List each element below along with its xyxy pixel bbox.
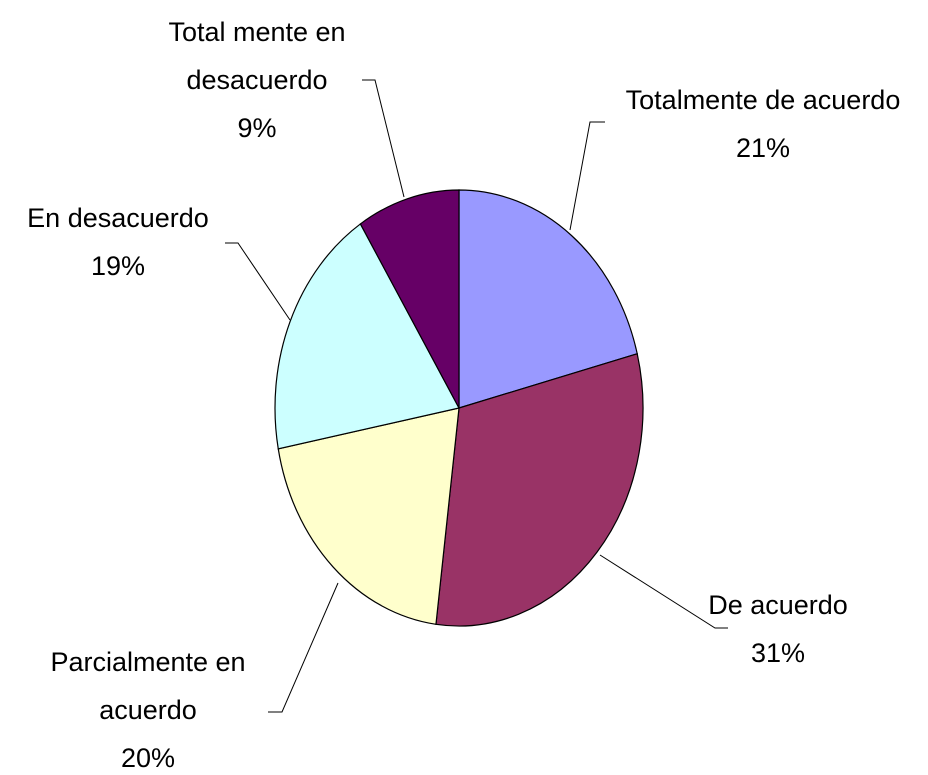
leader-line (225, 242, 291, 321)
category-label: De acuerdo (708, 590, 848, 620)
pie-slice (359, 189, 460, 409)
slice-label: En desacuerdo 19% (3, 194, 233, 290)
slice-label: Parcialmente en acuerdo 20% (18, 638, 278, 775)
leader-line (362, 79, 405, 198)
value-label: 19% (90, 251, 146, 281)
category-label: Totalmente de acuerdo (625, 85, 901, 115)
pie-slice (435, 353, 644, 627)
pie-slice (277, 407, 460, 625)
leader-line (268, 582, 339, 713)
value-label: 31% (750, 638, 806, 668)
value-label: 21% (735, 133, 791, 163)
category-label: En desacuerdo (27, 203, 209, 233)
slice-label: De acuerdo 31% (658, 581, 898, 677)
category-label: Total mente en desacuerdo (168, 17, 346, 95)
pie-slice (274, 223, 460, 450)
pie-slice (458, 189, 638, 409)
value-label: 9% (237, 113, 277, 143)
slice-label: Total mente en desacuerdo 9% (137, 8, 377, 152)
value-label: 20% (120, 743, 176, 773)
slice-label: Totalmente de acuerdo 21% (593, 76, 928, 172)
leader-line (569, 121, 605, 231)
leader-line (599, 554, 728, 629)
category-label: Parcialmente en acuerdo (50, 647, 246, 725)
